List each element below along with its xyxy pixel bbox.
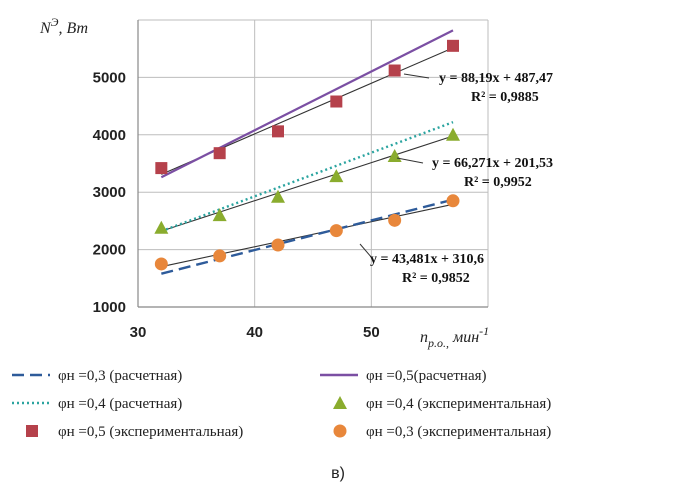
axes: 1000 2000 3000 4000 5000 30 40 50 xyxy=(93,20,488,341)
trendlines xyxy=(161,47,454,268)
annotation-pointer xyxy=(403,73,430,79)
trend-equation: y = 43,481x + 310,6 xyxy=(370,252,484,267)
y-tick-label: 3000 xyxy=(93,184,126,201)
series-line xyxy=(160,29,454,179)
data-point xyxy=(272,125,284,138)
legend: φн =0,3 (расчетная) φн =0,5(расчетная) φн … xyxy=(12,368,551,440)
legend-swatch xyxy=(333,396,347,409)
legend-label: φн =0,4 (расчетная) xyxy=(58,396,182,412)
data-point xyxy=(154,257,168,271)
figure-caption: в) xyxy=(331,465,345,482)
trend-equation: y = 88,19x + 487,47 xyxy=(439,71,553,86)
data-point xyxy=(446,127,460,141)
x-tick-label: 40 xyxy=(246,324,263,341)
legend-entry: φн =0,3 (расчетная) xyxy=(12,368,182,384)
trend-annotations: y = 88,19x + 487,47 R² = 0,9885 y = 66,271… xyxy=(359,71,553,286)
data-point xyxy=(387,149,402,163)
trend-r2: R² = 0,9952 xyxy=(464,175,532,190)
legend-label: φн =0,5 (экспериментальная) xyxy=(58,424,243,440)
x-axis-label: nр.о., мин-1 xyxy=(420,324,489,350)
series-line xyxy=(161,198,454,275)
data-point xyxy=(155,162,168,175)
data-point xyxy=(329,169,344,183)
legend-label: φн =0,4 (экспериментальная) xyxy=(366,396,551,412)
legend-entry: φн =0,4 (экспериментальная) xyxy=(333,396,551,412)
legend-swatch xyxy=(333,424,347,438)
legend-swatch xyxy=(26,425,38,437)
legend-entry: φн =0,3 (экспериментальная) xyxy=(333,424,551,440)
trend-r2: R² = 0,9885 xyxy=(471,90,539,105)
series-line xyxy=(160,121,454,233)
annotation-pointer xyxy=(396,157,424,164)
legend-entry: φн =0,5 (экспериментальная) xyxy=(26,424,243,440)
data-point xyxy=(271,238,285,252)
legend-label: φн =0,3 (расчетная) xyxy=(58,368,182,384)
annotation-pointer xyxy=(359,243,373,259)
legend-label: φн =0,5(расчетная) xyxy=(366,368,487,384)
trendline xyxy=(161,135,454,232)
x-tick-label: 30 xyxy=(130,324,147,341)
data-point xyxy=(388,64,401,77)
data-point xyxy=(213,249,227,263)
data-point xyxy=(447,39,459,52)
y-tick-label: 5000 xyxy=(93,69,126,86)
data-point xyxy=(388,213,402,227)
data-point xyxy=(329,224,343,238)
experimental-markers xyxy=(154,39,460,271)
legend-entry: φн =0,4 (расчетная) xyxy=(12,396,182,412)
data-point xyxy=(446,194,460,208)
calculated-lines xyxy=(160,29,454,275)
x-tick-label: 50 xyxy=(363,324,380,341)
trend-r2: R² = 0,9852 xyxy=(402,271,470,286)
data-point xyxy=(154,220,169,234)
data-point xyxy=(212,208,227,222)
data-point xyxy=(271,189,285,203)
y-tick-label: 2000 xyxy=(93,242,126,259)
legend-label: φн =0,3 (экспериментальная) xyxy=(366,424,551,440)
y-tick-label: 4000 xyxy=(93,127,126,144)
legend-entry: φн =0,5(расчетная) xyxy=(320,368,487,384)
y-tick-label: 1000 xyxy=(93,299,126,316)
data-point xyxy=(213,147,226,160)
trend-equation: y = 66,271x + 201,53 xyxy=(432,156,553,171)
data-point xyxy=(330,95,343,108)
y-axis-label: NЭ, Вт xyxy=(39,15,88,37)
